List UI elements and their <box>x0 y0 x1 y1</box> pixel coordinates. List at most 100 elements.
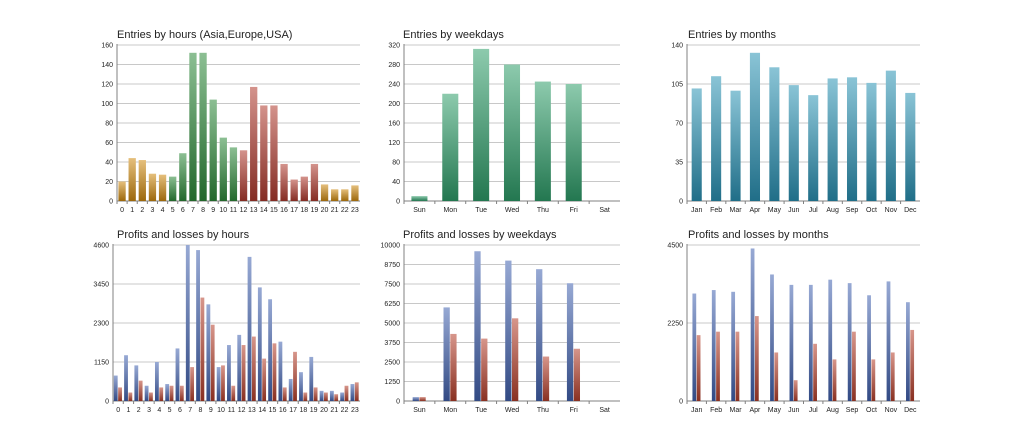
y-tick-label: 20 <box>105 179 113 186</box>
x-tick-label: 22 <box>341 207 349 214</box>
bar-Sep <box>846 77 858 201</box>
loss-bar-Sun <box>419 397 426 401</box>
x-tick-label: 2 <box>140 207 144 214</box>
x-tick-label: 17 <box>290 207 298 214</box>
y-tick-label: 120 <box>101 82 113 89</box>
bar-16 <box>280 163 288 201</box>
y-tick-label: 7500 <box>384 282 400 289</box>
bar-Aug <box>827 78 838 201</box>
y-tick-label: 10000 <box>381 243 401 250</box>
x-tick-label: 8 <box>201 207 205 214</box>
y-tick-label: 80 <box>392 160 400 167</box>
y-tick-label: 1250 <box>384 379 400 386</box>
profit-bar-Oct <box>867 295 871 401</box>
x-tick-label: 21 <box>330 407 338 414</box>
bar-22 <box>341 189 349 201</box>
x-tick-label: 1 <box>126 407 130 414</box>
bar-May <box>769 67 780 202</box>
x-tick-label: 19 <box>310 407 318 414</box>
x-tick-label: 10 <box>219 207 227 214</box>
x-tick-label: Mon <box>443 207 457 214</box>
y-tick-label: 0 <box>679 199 683 206</box>
loss-bar-2 <box>138 380 143 401</box>
bar-13 <box>250 86 258 201</box>
x-tick-label: 0 <box>116 407 120 414</box>
x-tick-label: Mon <box>443 407 457 414</box>
x-tick-label: 6 <box>178 407 182 414</box>
loss-bar-4 <box>159 387 164 401</box>
profit-bar-10 <box>216 367 221 401</box>
x-tick-label: Aug <box>826 207 839 214</box>
bar-Feb <box>711 76 722 201</box>
x-tick-label: Jul <box>809 407 818 414</box>
x-tick-label: 19 <box>311 207 319 214</box>
x-tick-label: Feb <box>710 407 722 414</box>
loss-bar-8 <box>200 297 205 401</box>
x-tick-label: Feb <box>710 207 722 214</box>
x-tick-label: May <box>768 207 782 214</box>
x-tick-label: Sep <box>846 207 859 214</box>
bar-6 <box>179 153 187 201</box>
y-tick-label: 4600 <box>93 243 109 250</box>
x-tick-label: Wed <box>505 407 519 414</box>
y-tick-label: 40 <box>392 179 400 186</box>
x-tick-label: Fri <box>570 207 579 214</box>
x-tick-label: Aug <box>826 407 839 414</box>
bar-7 <box>189 52 197 201</box>
chart-title: Entries by weekdays <box>403 29 504 41</box>
bar-3 <box>148 173 157 201</box>
loss-bar-0 <box>118 387 122 401</box>
chart-title: Entries by months <box>688 29 777 41</box>
x-tick-label: 15 <box>269 407 277 414</box>
x-tick-label: 9 <box>209 407 213 414</box>
y-tick-label: 8750 <box>384 262 400 269</box>
loss-bar-Thu <box>542 356 550 401</box>
x-tick-label: 11 <box>230 207 237 214</box>
x-tick-label: Jun <box>788 207 799 214</box>
x-tick-label: 14 <box>260 207 268 214</box>
bar-Mon <box>442 93 459 201</box>
y-tick-label: 120 <box>388 140 400 147</box>
loss-bar-3 <box>149 392 153 401</box>
y-tick-label: 60 <box>105 140 113 147</box>
y-tick-label: 4500 <box>667 243 683 250</box>
loss-bar-17 <box>293 351 297 401</box>
profit-bar-3 <box>144 385 149 401</box>
profit-bar-23 <box>350 384 355 401</box>
loss-bar-12 <box>241 345 246 401</box>
bar-20 <box>320 184 329 201</box>
loss-bar-6 <box>179 385 184 401</box>
x-tick-label: Jun <box>788 407 799 414</box>
x-tick-label: 16 <box>279 407 287 414</box>
bar-Tue <box>473 48 490 202</box>
profit-bar-17 <box>288 378 293 401</box>
loss-bar-9 <box>210 324 215 401</box>
bar-Dec <box>905 92 916 201</box>
x-tick-label: Oct <box>866 407 877 414</box>
x-tick-label: Sat <box>599 407 610 414</box>
bar-5 <box>169 176 177 201</box>
y-tick-label: 0 <box>679 399 683 406</box>
chart-panel: Profits and losses by months 0 2250 4500 Jan… <box>667 229 920 414</box>
x-tick-label: Sat <box>599 207 610 214</box>
y-tick-label: 140 <box>671 43 683 50</box>
x-tick-label: 20 <box>321 207 329 214</box>
profit-bar-22 <box>340 392 345 401</box>
profit-bar-Wed <box>505 260 512 401</box>
x-tick-label: Jan <box>691 407 702 414</box>
loss-bar-5 <box>169 385 174 401</box>
y-tick-label: 160 <box>388 121 400 128</box>
x-tick-label: Thu <box>537 407 549 414</box>
loss-bar-20 <box>323 392 328 401</box>
x-tick-label: 5 <box>168 407 172 414</box>
profit-bar-Mon <box>443 307 450 401</box>
x-tick-label: 17 <box>289 407 297 414</box>
loss-bar-Mar <box>735 331 740 401</box>
x-tick-label: 3 <box>147 407 151 414</box>
y-tick-label: 105 <box>671 82 683 89</box>
x-tick-label: 16 <box>280 207 288 214</box>
profit-bar-12 <box>237 334 242 401</box>
loss-bar-1 <box>128 392 133 401</box>
profit-bar-11 <box>227 345 231 401</box>
loss-bar-Sep <box>852 331 856 401</box>
